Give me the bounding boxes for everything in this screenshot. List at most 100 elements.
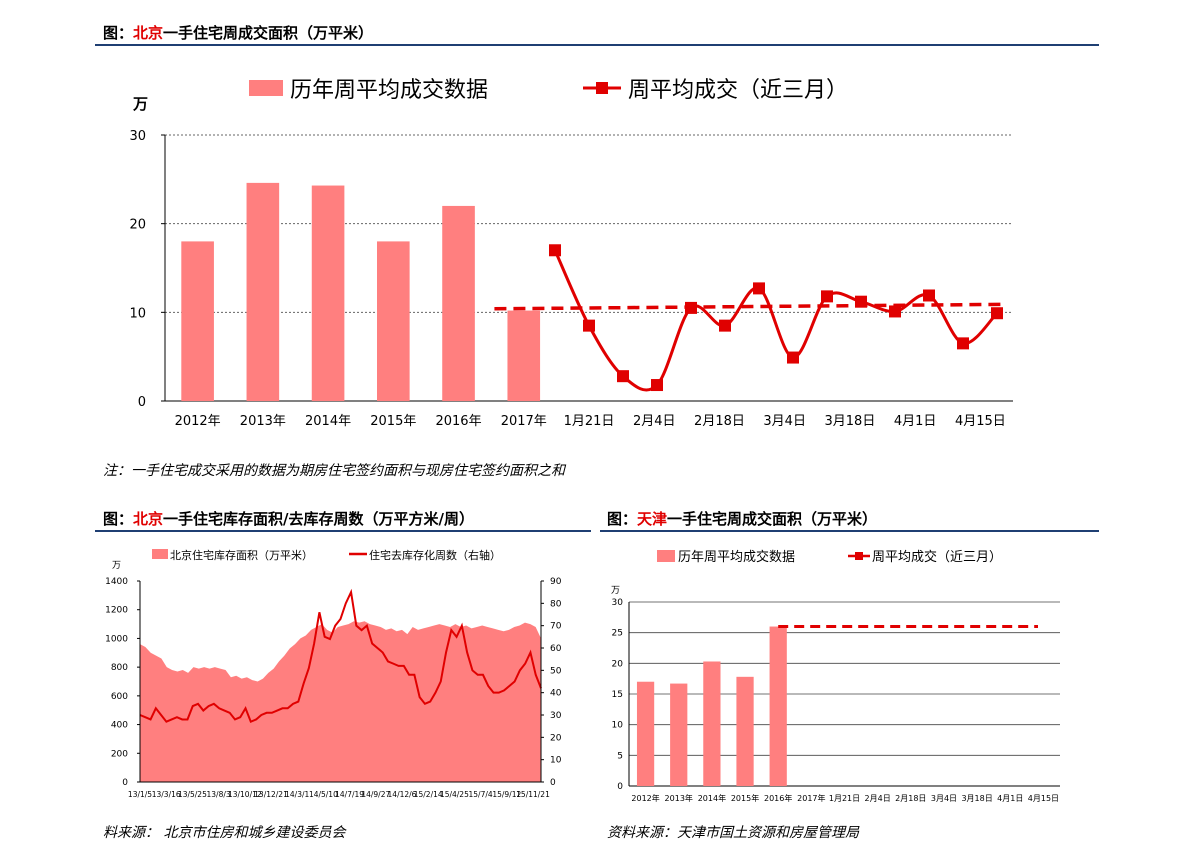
y-right-tick-label: 80 [550, 599, 562, 609]
x-tick-label: 4月15日 [1028, 794, 1059, 803]
chart1-header-rule [95, 44, 1099, 46]
chart1: 历年周平均成交数据 周平均成交（近三月） 万 0 10 20 30 2012年 2013年 201… [129, 78, 1013, 429]
line-point [821, 290, 833, 303]
chart2-header: 图：北京一手住宅库存面积/去库存周数（万平方米/周） [103, 508, 474, 529]
line-point [855, 295, 867, 308]
y-tick-label: 10 [129, 306, 146, 321]
chart3-header-rest: 一手住宅周成交面积（万平米） [667, 510, 878, 528]
y-right-tick-label: 70 [550, 622, 562, 632]
x-tick-label: 1月21日 [564, 414, 615, 429]
y-left-tick-label: 200 [111, 749, 128, 759]
y-left-tick-label: 800 [111, 663, 128, 673]
chart1-header-rest: 一手住宅周成交面积（万平米） [163, 24, 374, 42]
x-tick-label: 4月1日 [894, 414, 937, 429]
x-tick-label: 2月4日 [633, 414, 676, 429]
line-point [651, 379, 663, 392]
x-tick-label: 2014年 [305, 414, 351, 429]
line-point [923, 289, 935, 302]
x-tick-label: 14/7/19 [335, 790, 364, 799]
y-tick-label: 0 [138, 395, 146, 410]
bar [507, 310, 541, 401]
legend-bar-swatch [657, 550, 675, 562]
legend-bar-swatch [249, 80, 283, 96]
line-point [889, 305, 901, 318]
bar [636, 681, 655, 786]
line-point [617, 370, 629, 383]
x-tick-label: 13/1/5 [128, 790, 152, 799]
line-point [753, 282, 765, 295]
bar [703, 661, 721, 786]
y-right-tick-label: 50 [550, 666, 562, 676]
line-point [719, 319, 731, 332]
line-point [685, 301, 697, 314]
x-tick-label: 2015年 [731, 793, 759, 803]
y-left-tick-label: 1000 [105, 634, 128, 644]
y-tick-label: 20 [612, 659, 624, 669]
destock-weeks-line [139, 588, 542, 724]
y-left-tick-label: 400 [111, 721, 128, 731]
x-tick-label: 3月18日 [961, 794, 992, 803]
y-left-tick-label: 1400 [105, 577, 128, 587]
y-tick-label: 15 [612, 690, 623, 700]
bar [181, 241, 214, 401]
x-tick-label: 4月1日 [997, 794, 1023, 803]
legend-line-label: 周平均成交（近三月） [872, 549, 1002, 565]
bar [442, 205, 475, 401]
y-right-tick-label: 10 [550, 756, 562, 766]
legend-area-label: 北京住宅库存面积（万平米） [170, 548, 313, 562]
x-tick-label: 2017年 [501, 414, 547, 429]
x-tick-label: 2013年 [665, 793, 693, 803]
x-tick-label: 13/8/3 [207, 790, 231, 799]
legend-line-marker [855, 552, 863, 560]
x-tick-label: 1月21日 [829, 794, 860, 803]
y-tick-label: 25 [612, 629, 623, 639]
x-tick-label: 2月18日 [895, 794, 926, 803]
x-tick-label: 14/12/6 [388, 790, 417, 799]
x-tick-label: 2017年 [797, 793, 825, 803]
y-right-tick-label: 60 [550, 644, 562, 654]
x-tick-label: 2012年 [175, 414, 221, 429]
chart2-header-rest: 一手住宅库存面积/去库存周数（万平方米/周） [163, 510, 474, 528]
chart2-header-rule [95, 530, 591, 532]
chart3-header-rule [600, 530, 1099, 532]
bar [246, 182, 280, 401]
x-tick-label: 15/11/21 [516, 790, 550, 799]
y-unit-label: 万 [611, 586, 620, 596]
x-tick-label: 13/3/16 [152, 790, 181, 799]
source-right: 资料来源：天津市国土资源和房屋管理局 [607, 825, 859, 841]
x-tick-label: 14/9/27 [361, 790, 390, 799]
y-tick-label: 0 [617, 782, 623, 792]
chart3-header-city: 天津 [637, 510, 668, 528]
x-tick-label: 2016年 [435, 414, 481, 429]
legend-line-marker [596, 82, 608, 94]
x-tick-label: 13/12/21 [254, 790, 288, 799]
x-tick-label: 13/5/25 [178, 790, 207, 799]
x-tick-label: 15/7/4 [469, 790, 493, 799]
y-right-tick-label: 90 [550, 577, 562, 587]
x-tick-label: 2月18日 [694, 414, 745, 429]
bar [377, 241, 410, 401]
source-left: 料来源： 北京市住房和城乡建设委员会 [103, 825, 346, 841]
x-tick-label: 3月18日 [825, 414, 876, 429]
y-unit-label: 万 [112, 561, 121, 571]
y-right-tick-label: 0 [550, 778, 556, 788]
chart3-header-prefix: 图： [607, 510, 638, 528]
line-point [957, 337, 969, 350]
legend-area-swatch [152, 549, 168, 559]
bar [311, 185, 345, 401]
y-right-tick-label: 20 [550, 733, 562, 743]
x-tick-label: 13/10/12 [228, 790, 262, 799]
y-left-tick-label: 1200 [105, 606, 128, 616]
y-tick-label: 30 [612, 598, 624, 608]
y-unit-label: 万 [132, 95, 148, 113]
legend-line-label: 住宅去库存化周数（右轴） [369, 548, 501, 562]
chart1-header-city: 北京 [133, 24, 164, 42]
chart3-header: 图：天津一手住宅周成交面积（万平米） [607, 508, 877, 529]
x-tick-label: 2016年 [764, 793, 792, 803]
x-tick-label: 14/5/10 [309, 790, 338, 799]
x-tick-label: 2012年 [631, 793, 659, 803]
inventory-area [140, 621, 541, 782]
legend-bar-label: 历年周平均成交数据 [678, 549, 795, 565]
x-tick-label: 3月4日 [931, 794, 957, 803]
